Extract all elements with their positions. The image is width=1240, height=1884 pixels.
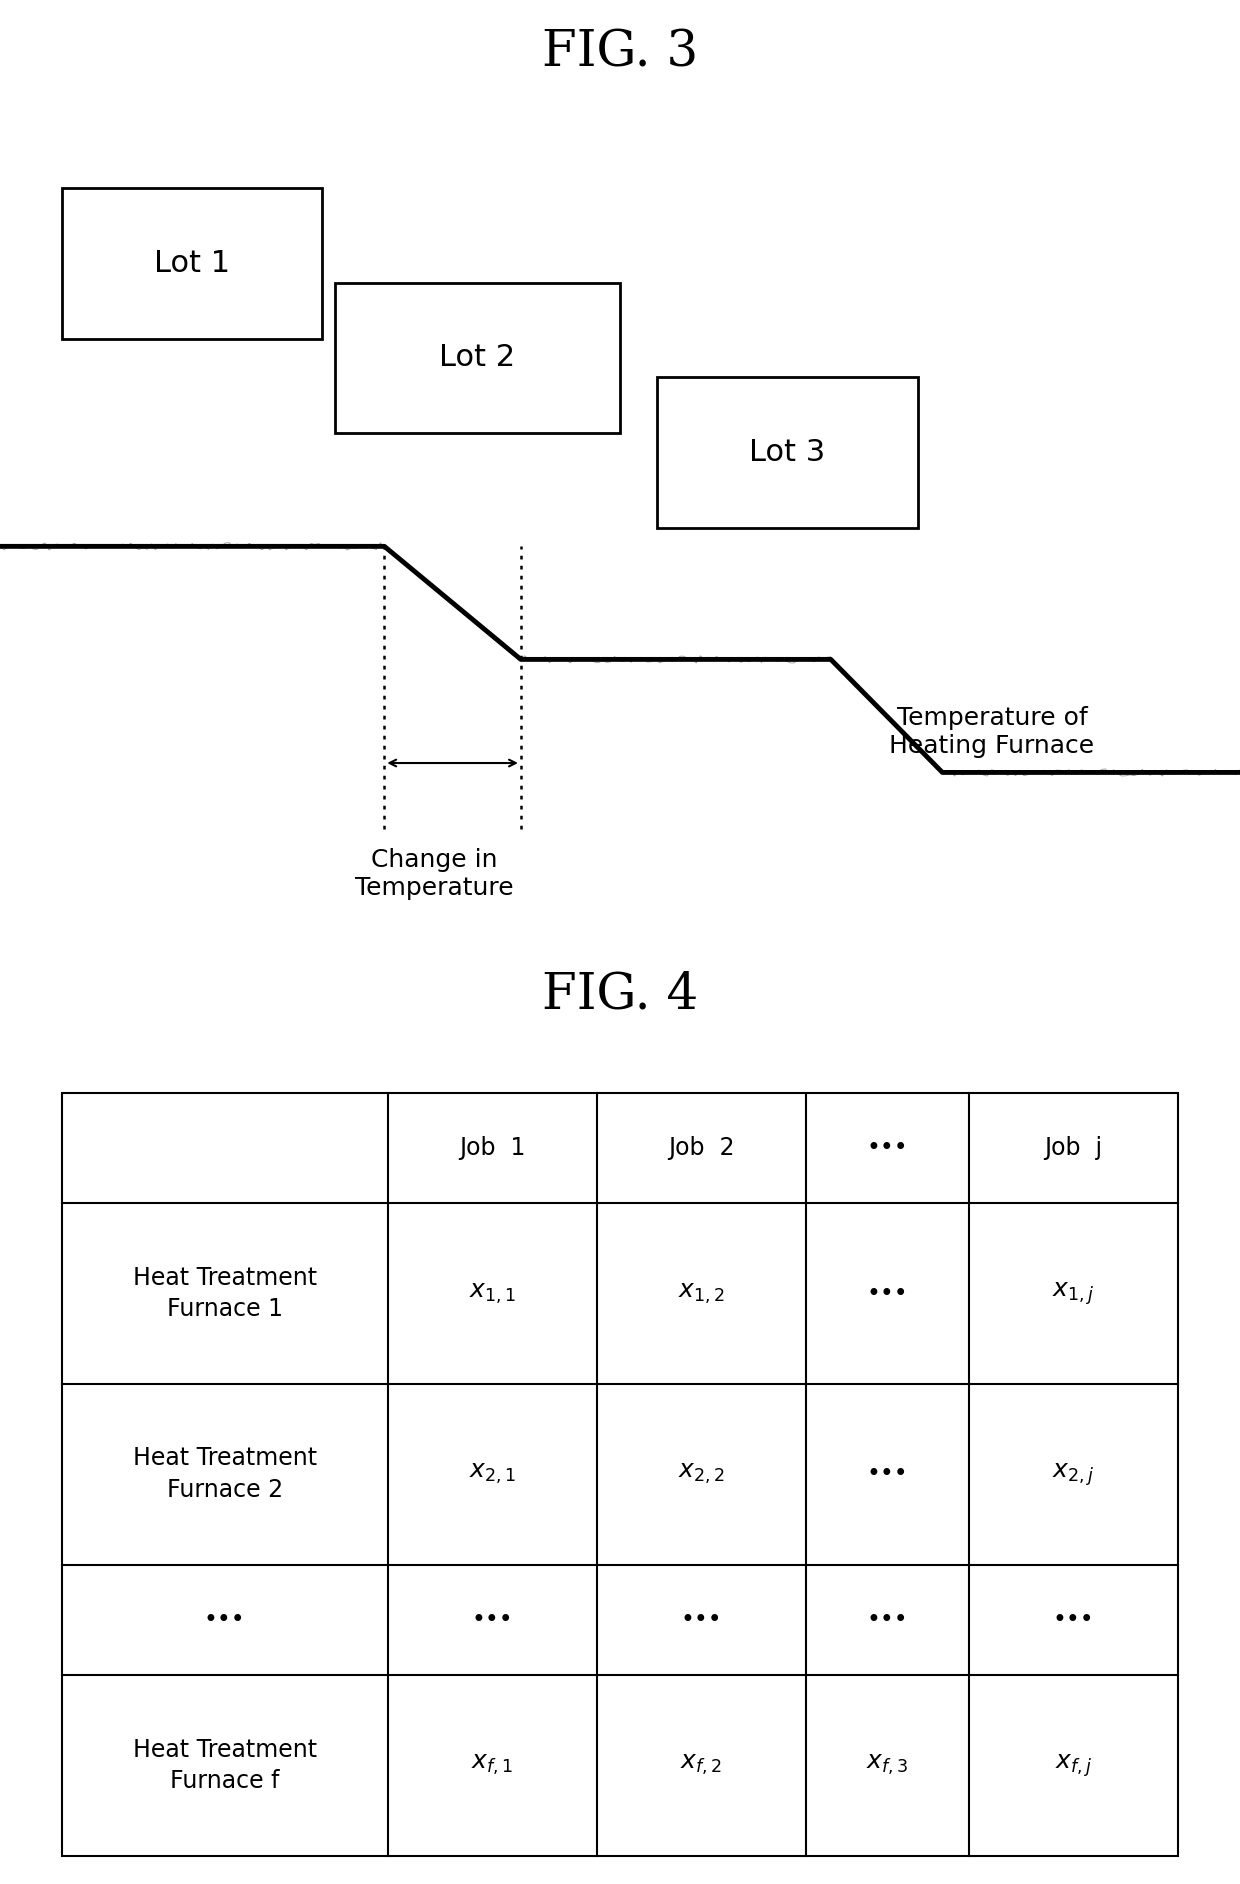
- Text: $x_{f,j}$: $x_{f,j}$: [1055, 1752, 1092, 1778]
- Text: •••: •••: [471, 1607, 513, 1632]
- Text: •••: •••: [867, 1462, 908, 1486]
- Text: FIG. 4: FIG. 4: [542, 970, 698, 1019]
- Text: Job  j: Job j: [1044, 1136, 1102, 1161]
- Bar: [335, 283, 620, 433]
- Bar: [657, 377, 918, 528]
- Bar: [62, 188, 322, 339]
- Text: •••: •••: [867, 1607, 908, 1632]
- Text: Change in
Temperature: Change in Temperature: [355, 848, 513, 899]
- Text: •••: •••: [203, 1607, 246, 1632]
- Text: $x_{1,2}$: $x_{1,2}$: [678, 1281, 725, 1306]
- Text: Lot 2: Lot 2: [439, 343, 516, 373]
- Text: $x_{f,2}$: $x_{f,2}$: [681, 1754, 723, 1777]
- Text: $x_{2,1}$: $x_{2,1}$: [469, 1462, 516, 1486]
- Text: •••: •••: [867, 1281, 908, 1306]
- Text: $x_{f,1}$: $x_{f,1}$: [471, 1754, 513, 1777]
- Text: $x_{2,j}$: $x_{2,j}$: [1053, 1460, 1095, 1488]
- Text: •••: •••: [1053, 1607, 1094, 1632]
- Text: Lot 1: Lot 1: [154, 249, 231, 279]
- Bar: [62, 1093, 1178, 1856]
- Text: $x_{2,2}$: $x_{2,2}$: [678, 1462, 725, 1486]
- Text: Lot 3: Lot 3: [749, 437, 826, 467]
- Text: Heat Treatment
Furnace 1: Heat Treatment Furnace 1: [133, 1266, 316, 1321]
- Text: $x_{1,1}$: $x_{1,1}$: [469, 1281, 516, 1306]
- Text: FIG. 3: FIG. 3: [542, 28, 698, 77]
- Text: $x_{f,3}$: $x_{f,3}$: [867, 1754, 909, 1777]
- Text: Job  1: Job 1: [459, 1136, 526, 1161]
- Text: Temperature of
Heating Furnace: Temperature of Heating Furnace: [889, 706, 1095, 757]
- Text: Heat Treatment
Furnace f: Heat Treatment Furnace f: [133, 1737, 316, 1794]
- Text: Heat Treatment
Furnace 2: Heat Treatment Furnace 2: [133, 1447, 316, 1502]
- Text: $x_{1,j}$: $x_{1,j}$: [1053, 1279, 1095, 1307]
- Text: •••: •••: [867, 1136, 908, 1161]
- Text: Job  2: Job 2: [668, 1136, 734, 1161]
- Text: •••: •••: [681, 1607, 722, 1632]
